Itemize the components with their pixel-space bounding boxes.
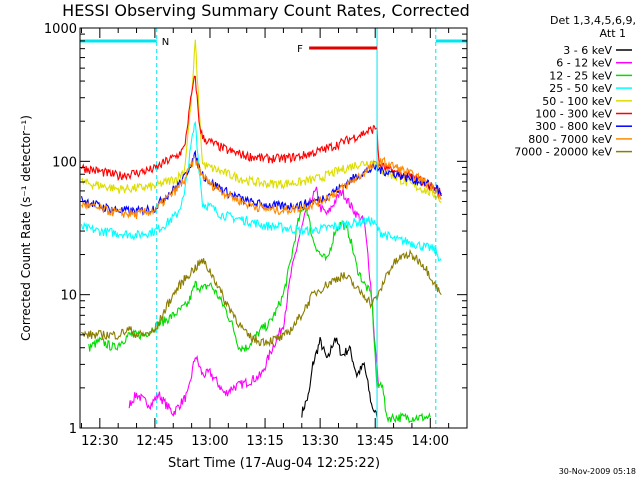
legend-label: 25 - 50 keV	[549, 82, 612, 95]
x-tick-label: 13:00	[191, 434, 228, 449]
legend-label: 100 - 300 keV	[535, 108, 612, 121]
legend-label: 300 - 800 keV	[535, 120, 612, 133]
y-axis-label: Corrected Count Rate (s⁻¹ detector⁻¹)	[19, 115, 33, 341]
x-axis-label: Start Time (17-Aug-04 12:25:22)	[168, 456, 380, 471]
y-tick-label: 100	[52, 155, 77, 170]
y-tick-label: 1	[69, 422, 77, 437]
series-line-6	[81, 75, 442, 196]
plot-frame	[79, 27, 468, 429]
x-tick-label: 13:30	[301, 434, 338, 449]
legend-label: 6 - 12 keV	[556, 57, 612, 70]
annotation-layer: NF	[80, 28, 467, 428]
legend-label: 800 - 7000 keV	[528, 133, 612, 146]
legend-label: 50 - 100 keV	[542, 95, 612, 108]
axis-layer: 1 10 100 1000 12:30 12:45 13:00 13:15 13:30 13:45…	[44, 22, 468, 449]
legend-label: 7000 - 20000 keV	[514, 146, 612, 159]
flare-label: F	[297, 44, 303, 55]
series-line-1	[301, 336, 378, 418]
series-line-7	[80, 149, 442, 218]
x-tick-label: 13:45	[356, 434, 393, 449]
y-tick-label: 1000	[44, 22, 77, 37]
chart-title: HESSI Observing Summary Count Rates, Cor…	[62, 1, 470, 20]
series-line-4	[80, 120, 442, 262]
legend-label: 3 - 6 keV	[563, 44, 612, 57]
footer-timestamp: 30-Nov-2009 05:18	[559, 467, 636, 476]
night-label: N	[162, 37, 169, 48]
y-tick-label: 10	[60, 289, 77, 304]
series-layer	[80, 39, 442, 424]
legend-header-line-2: Att 1	[600, 27, 626, 40]
series-line-2	[128, 186, 380, 417]
x-tick-label: 12:30	[81, 434, 118, 449]
x-tick-label: 14:00	[412, 434, 449, 449]
legend-label: 12 - 25 keV	[549, 69, 612, 82]
x-tick-label: 12:45	[136, 434, 173, 449]
series-line-8	[81, 156, 442, 219]
legend-header-line-1: Det 1,3,4,5,6,9,	[550, 14, 636, 27]
x-tick-label: 13:15	[246, 434, 283, 449]
series-line-5	[81, 39, 442, 204]
series-line-9	[81, 248, 442, 348]
